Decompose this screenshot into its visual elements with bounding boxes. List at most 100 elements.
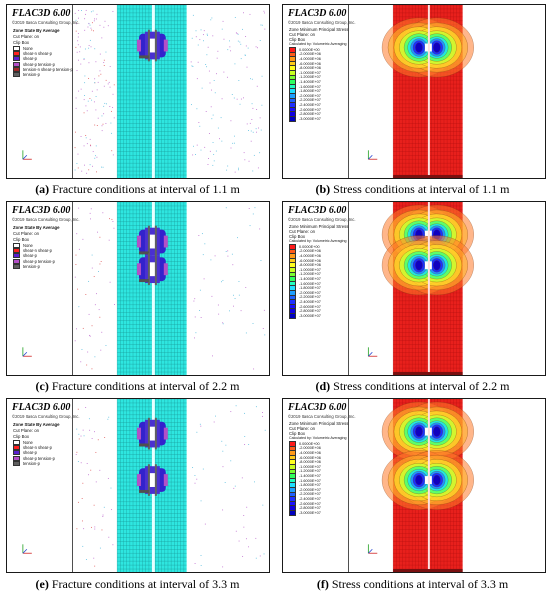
legend-item: shear-p [13,450,37,456]
legend-value: -1.6000E+07 [299,281,321,286]
legend-value: -1.4000E+07 [299,276,321,281]
legend-value: -2.0000E+06 [299,446,321,451]
legend-swatch [13,445,20,451]
legend-label: None [23,243,33,248]
legend-swatch [13,66,20,72]
caption-f: (f) Stress conditions at interval of 3.3… [275,577,550,592]
mesh-noise [75,405,266,568]
caption-d-letter: (d) [315,379,331,393]
legend-value: -2.0000E+06 [299,52,321,57]
legend-title: Zone State By Average [13,422,60,427]
fracture-panel-c: FLAC3D 6.00 ©2019 Itasca Consulting Group… [6,201,270,376]
legend-value: -2.6000E+07 [299,107,321,112]
legend-value: -3.0000E+07 [299,313,321,318]
legend-cut-plane: Cut Plane: on [13,34,40,39]
legend-value: -1.0000E+07 [299,70,321,75]
legend-value: -2.2000E+07 [299,295,321,300]
legend-value: -1.2000E+07 [299,75,321,80]
legend-item: shear-p tension-p [13,258,55,264]
fracture-subtitle: ©2019 Itasca Consulting Group, Inc. [12,414,80,419]
axis-triad-icon [367,150,378,160]
legend-cut-plane: Cut Plane: on [289,32,316,37]
legend-title: Zone Minimum Principal Stress [289,27,349,32]
legend-swatch [13,258,20,264]
legend-value: -4.0000E+06 [299,450,321,455]
legend-value: -1.4000E+07 [299,473,321,478]
legend-item: tension-p [13,460,40,466]
legend-swatch [13,46,20,51]
legend-item: -3.0000E+07 [289,510,321,516]
legend-value: -1.4000E+07 [299,79,321,84]
legend-value: -2.6000E+07 [299,501,321,506]
fracture-title: FLAC3D 6.00 [12,402,71,413]
fracture-plot [22,399,266,572]
legend-value: -1.0000E+07 [299,464,321,469]
caption-d-text: Stress conditions at interval of 2.2 m [333,379,510,393]
legend-value: -2.4000E+07 [299,102,321,107]
stress-title: FLAC3D 6.00 [288,205,347,216]
caption-c-text: Fracture conditions at interval of 2.2 m [51,379,240,393]
legend-item: None [13,440,33,445]
legend-clip-box: Clip Box [13,237,30,242]
legend-value: -1.6000E+07 [299,84,321,89]
caption-a-text: Fracture conditions at interval of 1.1 m [52,182,240,196]
legend-value: -4.0000E+06 [299,56,321,61]
legend-item: shear-p tension-p [13,61,55,67]
stress-plot [348,5,474,178]
legend-cut-plane: Cut Plane: on [289,426,316,431]
legend-title: Zone State By Average [13,28,60,33]
legend-value: -2.0000E+06 [299,249,321,254]
legend-swatch [13,263,20,269]
stress-title: FLAC3D 6.00 [288,8,347,19]
legend-clip-box: Clip Box [13,40,30,45]
legend-value: -6.0000E+06 [299,258,321,263]
legend-clip-box: Clip Box [289,234,306,239]
legend-label: tension-p [23,263,40,269]
legend-value: -1.8000E+07 [299,286,321,291]
legend-item: shear-n shear-p [13,51,52,57]
legend-item: shear-p tension-p [13,455,55,461]
fracture-subtitle: ©2019 Itasca Consulting Group, Inc. [12,20,80,25]
stress-plot [348,202,474,375]
stress-title: FLAC3D 6.00 [288,402,347,413]
legend-label: shear-p tension-p [23,455,55,461]
caption-b-text: Stress conditions at interval of 1.1 m [333,182,510,196]
legend-calc-method: Calculated by: Volumetric Averaging [289,239,347,243]
legend-cut-plane: Cut Plane: on [289,229,316,234]
axis-triad-icon [367,544,378,554]
legend-clip-box: Clip Box [289,431,306,436]
legend-value: -2.4000E+07 [299,299,321,304]
fracture-panel-a: FLAC3D 6.00 ©2019 Itasca Consulting Group… [6,4,270,179]
stress-panel-f: FLAC3D 6.00 ©2019 Itasca Consulting Group… [282,398,546,573]
legend-value: -2.0000E+07 [299,487,321,492]
legend-value: -2.0000E+07 [299,93,321,98]
caption-a-letter: (a) [35,182,50,196]
fracture-plot [22,202,266,375]
legend-value: -1.8000E+07 [299,89,321,94]
legend-value: -3.0000E+07 [299,116,321,121]
legend-swatch [289,510,296,516]
legend-swatch [289,313,296,319]
legend-item: shear-p [13,56,37,62]
legend-cut-plane: Cut Plane: on [13,231,40,236]
legend-item: -3.0000E+07 [289,313,321,319]
stress-panel-b: FLAC3D 6.00 ©2019 Itasca Consulting Group… [282,4,546,179]
legend-label: shear-n shear-p [23,51,52,57]
legend-swatch [13,51,20,57]
legend-item: shear-n shear-p [13,248,52,254]
plastic-zones [137,417,168,496]
caption-f-text: Stress conditions at interval of 3.3 m [331,577,509,591]
legend-value: -1.2000E+07 [299,469,321,474]
legend-calc-method: Calculated by: Volumetric Averaging [289,436,347,440]
legend-title: Zone Minimum Principal Stress [289,421,349,426]
plastic-zones [137,225,168,286]
mesh-noise [74,207,266,370]
legend-label: shear-p tension-p [23,258,55,264]
fracture-panel-e: FLAC3D 6.00 ©2019 Itasca Consulting Group… [6,398,270,573]
legend-label: tension-p [23,460,40,466]
legend-item: -3.0000E+07 [289,116,321,122]
legend-clip-box: Clip Box [13,434,30,439]
legend-value: 0.0000E+00 [299,47,320,52]
legend-title: Zone State By Average [13,225,60,230]
legend-calc-method: Calculated by: Volumetric Averaging [289,42,347,46]
